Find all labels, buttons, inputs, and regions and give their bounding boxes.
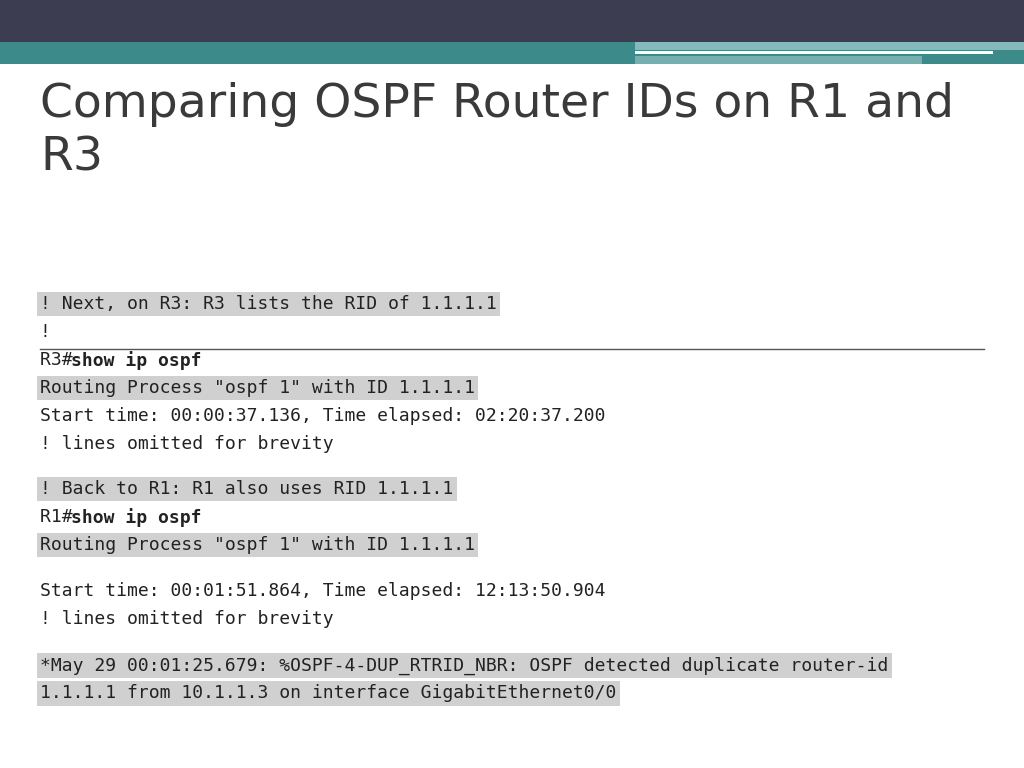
Text: Routing Process "ospf 1" with ID 1.1.1.1: Routing Process "ospf 1" with ID 1.1.1.1 <box>40 379 475 397</box>
Text: R3#: R3# <box>40 351 84 369</box>
Bar <box>635 42 1024 50</box>
Text: ! lines omitted for brevity: ! lines omitted for brevity <box>40 435 334 453</box>
Bar <box>0 42 635 64</box>
Text: ! Next, on R3: R3 lists the RID of 1.1.1.1: ! Next, on R3: R3 lists the RID of 1.1.1… <box>40 295 497 313</box>
Text: R1#: R1# <box>40 508 84 526</box>
Text: Start time: 00:00:37.136, Time elapsed: 02:20:37.200: Start time: 00:00:37.136, Time elapsed: … <box>40 407 605 425</box>
Text: ! lines omitted for brevity: ! lines omitted for brevity <box>40 611 334 628</box>
Bar <box>635 56 922 64</box>
Bar <box>635 51 993 54</box>
Bar <box>0 0 1024 42</box>
Text: 1.1.1.1 from 10.1.1.3 on interface GigabitEthernet0/0: 1.1.1.1 from 10.1.1.3 on interface Gigab… <box>40 684 616 703</box>
Text: Comparing OSPF Router IDs on R1 and
R3: Comparing OSPF Router IDs on R1 and R3 <box>40 82 954 180</box>
Text: Routing Process "ospf 1" with ID 1.1.1.1: Routing Process "ospf 1" with ID 1.1.1.1 <box>40 536 475 554</box>
Text: show ip ospf: show ip ospf <box>72 508 202 527</box>
Text: ! Back to R1: R1 also uses RID 1.1.1.1: ! Back to R1: R1 also uses RID 1.1.1.1 <box>40 480 454 498</box>
Bar <box>635 42 1024 64</box>
Text: Start time: 00:01:51.864, Time elapsed: 12:13:50.904: Start time: 00:01:51.864, Time elapsed: … <box>40 582 605 601</box>
Text: show ip ospf: show ip ospf <box>72 351 202 370</box>
Text: !: ! <box>40 323 51 341</box>
Text: *May 29 00:01:25.679: %OSPF-4-DUP_RTRID_NBR: OSPF detected duplicate router-id: *May 29 00:01:25.679: %OSPF-4-DUP_RTRID_… <box>40 657 888 674</box>
